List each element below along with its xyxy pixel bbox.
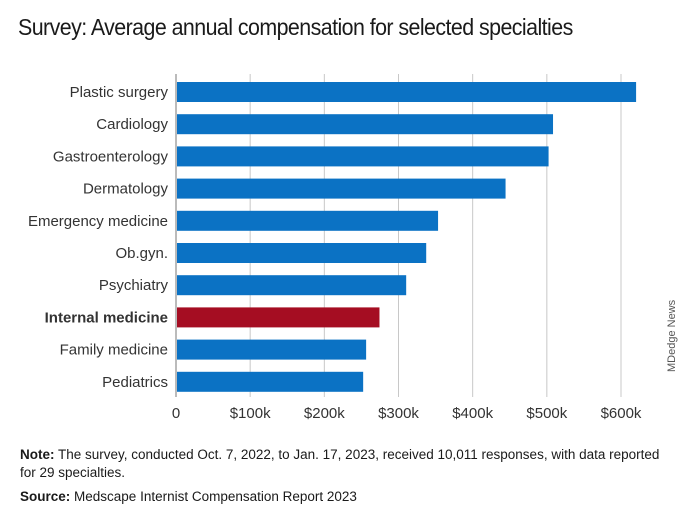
note-text: The survey, conducted Oct. 7, 2022, to J…: [20, 447, 660, 480]
watermark: MDedge News: [666, 299, 678, 372]
note-lead: Note:: [20, 447, 55, 462]
footnote: Note: The survey, conducted Oct. 7, 2022…: [20, 446, 670, 482]
bar: [177, 178, 506, 199]
bar: [177, 82, 637, 102]
x-tick-label: $100k: [230, 405, 271, 422]
category-label: Emergency medicine: [28, 213, 168, 230]
bar: [177, 146, 549, 167]
category-label: Cardiology: [96, 116, 168, 133]
source-lead: Source:: [20, 489, 71, 504]
bar-chart: Plastic surgery Cardiology Gastroenterolog…: [28, 74, 642, 422]
category-label: Dermatology: [83, 181, 169, 198]
category-label: Plastic surgery: [70, 84, 169, 101]
bar: [177, 275, 407, 296]
chart-title: Survey: Average annual compensation for …: [18, 14, 573, 40]
x-axis-ticks: 0 $100k $200k $300k $400k $500k $600k: [172, 405, 642, 422]
category-label: Family medicine: [60, 342, 168, 359]
bar: [177, 243, 427, 263]
category-labels: Plastic surgery Cardiology Gastroenterolog…: [28, 84, 169, 391]
bar: [177, 114, 554, 135]
bar: [177, 371, 364, 392]
bar: [177, 339, 367, 360]
category-label: Psychiatry: [99, 277, 169, 294]
x-tick-label: 0: [172, 405, 180, 422]
source-line: Source: Medscape Internist Compensation …: [20, 488, 357, 506]
bar-highlight: [177, 307, 380, 328]
category-label: Internal medicine: [45, 309, 168, 326]
x-tick-label: $300k: [378, 405, 419, 422]
x-tick-label: $400k: [452, 405, 493, 422]
category-label: Ob.gyn.: [115, 245, 168, 262]
x-tick-label: $600k: [601, 405, 642, 422]
x-tick-label: $500k: [526, 405, 567, 422]
bars: [177, 82, 637, 392]
bar: [177, 210, 439, 231]
x-tick-label: $200k: [304, 405, 345, 422]
category-label: Gastroenterology: [53, 148, 169, 165]
source-text: Medscape Internist Compensation Report 2…: [74, 489, 357, 504]
category-label: Pediatrics: [102, 374, 168, 391]
